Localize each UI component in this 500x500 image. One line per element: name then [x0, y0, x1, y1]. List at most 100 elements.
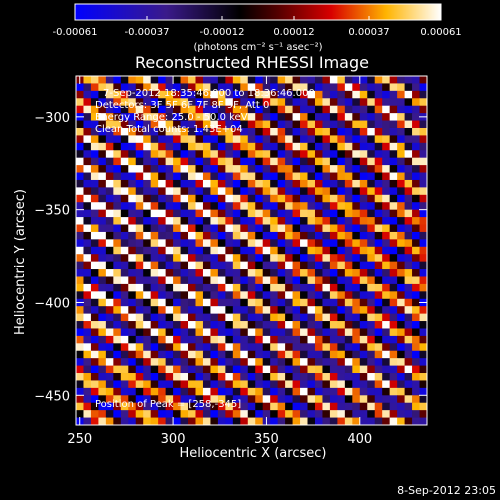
heatmap-cell	[90, 98, 99, 107]
heatmap-cell	[76, 291, 84, 300]
heatmap-cell	[210, 142, 219, 151]
heatmap-cell	[158, 395, 167, 404]
heatmap-cell	[202, 373, 211, 381]
heatmap-cell	[344, 135, 353, 144]
heatmap-cell	[98, 209, 107, 218]
heatmap-cell	[397, 395, 405, 404]
heatmap-cell	[113, 395, 122, 404]
heatmap-cell	[412, 194, 420, 203]
heatmap-cell	[98, 187, 107, 196]
heatmap-cell	[255, 76, 264, 84]
heatmap-cell	[344, 231, 353, 240]
heatmap-cell	[217, 127, 226, 136]
heatmap-cell	[270, 83, 279, 92]
heatmap-cell	[344, 157, 353, 166]
heatmap-cell	[247, 321, 256, 329]
heatmap-cell	[277, 298, 286, 307]
heatmap-cell	[374, 194, 383, 203]
heatmap-cell	[180, 358, 189, 366]
heatmap-cell	[120, 298, 129, 307]
heatmap-cell	[412, 358, 420, 366]
heatmap-cell	[359, 269, 368, 277]
heatmap-cell	[262, 202, 271, 211]
heatmap-cell	[322, 150, 331, 159]
heatmap-cell	[202, 291, 211, 300]
heatmap-cell	[240, 328, 249, 337]
heatmap-cell	[128, 350, 137, 359]
heatmap-cell	[210, 179, 219, 188]
heatmap-cell	[270, 395, 279, 404]
heatmap-cell	[307, 135, 316, 144]
heatmap-cell	[277, 172, 286, 181]
heatmap-cell	[352, 113, 361, 121]
heatmap-cell	[225, 150, 234, 159]
heatmap-cell	[412, 202, 420, 211]
heatmap-cell	[255, 373, 264, 381]
heatmap-cell	[352, 231, 361, 240]
heatmap-cell	[188, 387, 196, 396]
heatmap-cell	[202, 127, 211, 136]
heatmap-cell	[419, 150, 428, 159]
heatmap-cell	[180, 373, 189, 381]
heatmap-cell	[314, 98, 323, 107]
heatmap-cell	[202, 306, 211, 315]
heatmap-cell	[180, 335, 189, 344]
heatmap-cell	[389, 313, 398, 322]
heatmap-cell	[113, 313, 122, 322]
heatmap-cell	[165, 358, 174, 366]
heatmap-cell	[337, 261, 346, 270]
heatmap-cell	[344, 350, 353, 359]
heatmap-cell	[389, 373, 398, 381]
heatmap-cell	[128, 105, 137, 114]
heatmap-cell	[173, 373, 181, 381]
heatmap-cell	[113, 187, 122, 196]
heatmap-cell	[225, 179, 234, 188]
heatmap-cell	[374, 202, 383, 211]
heatmap-cell	[98, 120, 107, 129]
heatmap-cell	[314, 157, 323, 166]
heatmap-cell	[105, 402, 114, 411]
heatmap-cell	[344, 358, 353, 366]
heatmap-cell	[158, 105, 167, 114]
heatmap-cell	[165, 90, 174, 99]
heatmap-cell	[135, 187, 144, 196]
heatmap-cell	[128, 380, 137, 389]
heatmap-cell	[135, 246, 144, 255]
heatmap-cell	[404, 150, 413, 159]
heatmap-cell	[292, 98, 301, 107]
heatmap-cell	[262, 328, 271, 337]
heatmap-cell	[195, 165, 204, 173]
heatmap-cell	[329, 98, 338, 107]
heatmap-cell	[359, 373, 368, 381]
heatmap-cell	[352, 165, 361, 173]
heatmap-cell	[412, 246, 420, 255]
heatmap-cell	[337, 283, 346, 292]
heatmap-cell	[262, 142, 271, 151]
heatmap-cell	[337, 306, 346, 315]
heatmap-cell	[247, 402, 256, 411]
heatmap-cell	[188, 165, 196, 173]
heatmap-cell	[344, 142, 353, 151]
heatmap-cell	[165, 328, 174, 337]
heatmap-cell	[135, 194, 144, 203]
heatmap-cell	[277, 224, 286, 233]
heatmap-cell	[382, 135, 391, 144]
heatmap-cell	[359, 150, 368, 159]
heatmap-cell	[374, 90, 383, 99]
heatmap-cell	[337, 98, 346, 107]
heatmap-cell	[389, 269, 398, 277]
heatmap-cell	[292, 402, 301, 411]
heatmap-cell	[419, 321, 428, 329]
heatmap-cell	[292, 231, 301, 240]
heatmap-cell	[83, 358, 92, 366]
heatmap-cell	[367, 373, 376, 381]
heatmap-cell	[210, 387, 219, 396]
heatmap-cell	[300, 402, 308, 411]
heatmap-cell	[173, 269, 181, 277]
heatmap-cell	[314, 373, 323, 381]
heatmap-cell	[173, 313, 181, 322]
heatmap-cell	[314, 298, 323, 307]
heatmap-cell	[105, 380, 114, 389]
heatmap-cell	[165, 98, 174, 107]
heatmap-cell	[374, 224, 383, 233]
